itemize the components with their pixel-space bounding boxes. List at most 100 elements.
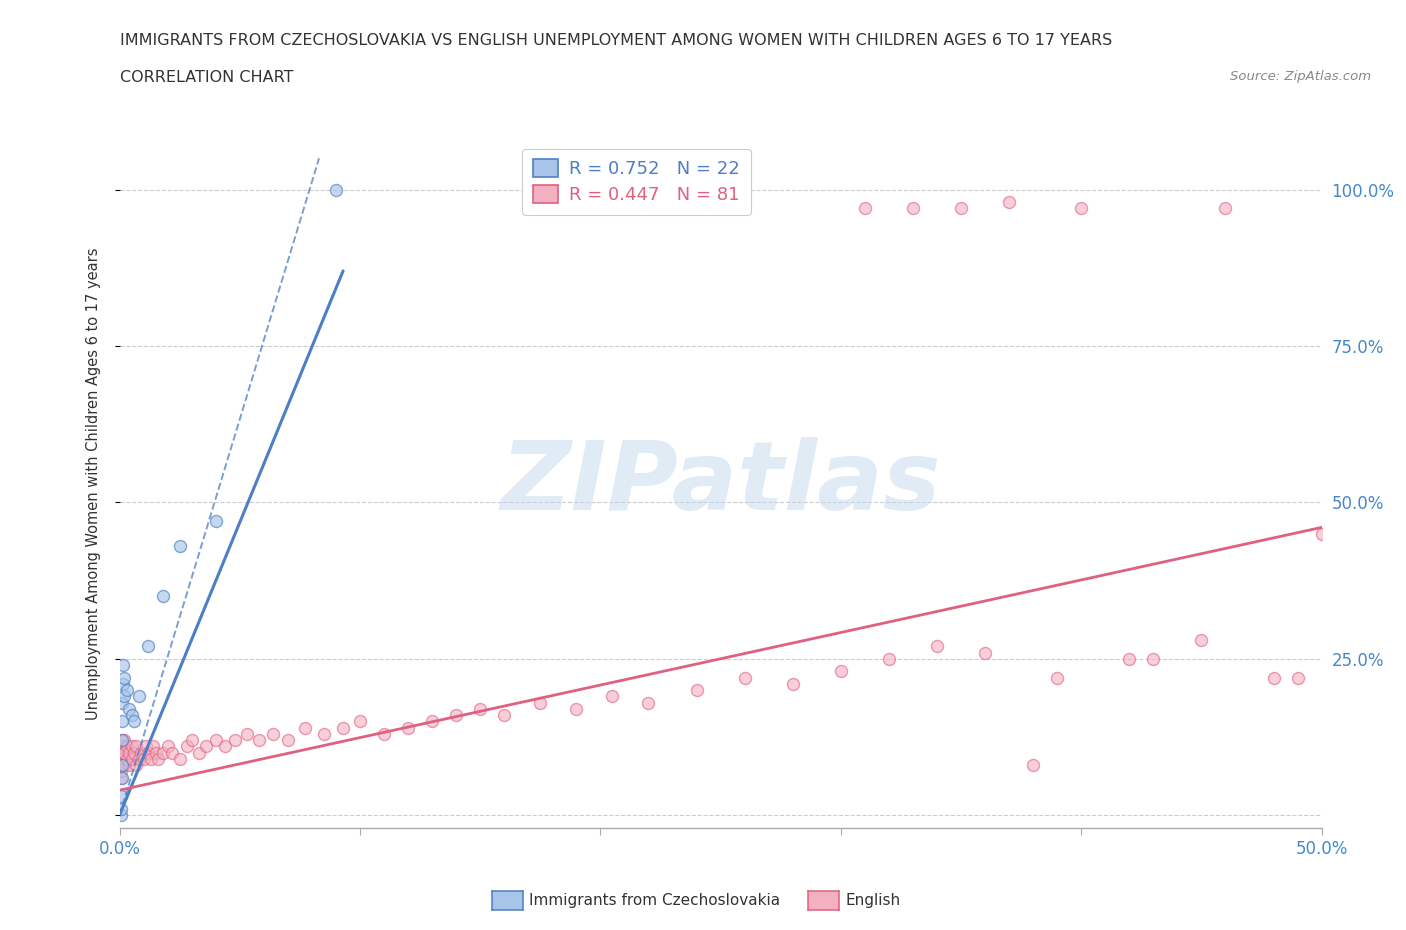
Point	[396, 720, 419, 735]
Point	[112, 745, 135, 760]
Point	[685, 683, 707, 698]
Point	[1070, 201, 1092, 216]
Text: ZIPatlas: ZIPatlas	[501, 437, 941, 530]
Point	[112, 758, 135, 773]
Point	[115, 739, 138, 754]
Point	[277, 733, 299, 748]
Point	[1263, 671, 1285, 685]
Point	[112, 733, 135, 748]
Point	[142, 739, 165, 754]
Point	[139, 751, 162, 766]
Point	[853, 201, 876, 216]
Point	[901, 201, 924, 216]
Point	[1022, 758, 1045, 773]
Point	[468, 701, 492, 716]
Point	[224, 733, 246, 748]
Point	[111, 676, 134, 691]
Point	[565, 701, 588, 716]
Point	[782, 676, 804, 691]
Point	[1118, 651, 1140, 666]
Point	[110, 789, 132, 804]
Y-axis label: Unemployment Among Women with Children Ages 6 to 17 years: Unemployment Among Women with Children A…	[86, 247, 101, 720]
Point	[877, 651, 900, 666]
Point	[112, 689, 135, 704]
Point	[494, 708, 516, 723]
Point	[1286, 671, 1309, 685]
Point	[122, 745, 145, 760]
Point	[110, 770, 132, 785]
Point	[1310, 526, 1333, 541]
Point	[156, 739, 179, 754]
Point	[112, 658, 135, 672]
Point	[420, 714, 443, 729]
Point	[128, 689, 150, 704]
Point	[204, 733, 226, 748]
Point	[112, 758, 135, 773]
Point	[637, 695, 659, 710]
Point	[332, 720, 354, 735]
Point	[176, 739, 198, 754]
Point	[162, 745, 184, 760]
Point	[111, 758, 134, 773]
Point	[734, 671, 756, 685]
Point	[138, 745, 160, 760]
Point	[312, 726, 335, 741]
Point	[529, 695, 551, 710]
Legend: R = 0.752   N = 22, R = 0.447   N = 81: R = 0.752 N = 22, R = 0.447 N = 81	[522, 149, 751, 215]
Point	[236, 726, 259, 741]
Point	[122, 714, 145, 729]
Point	[111, 758, 134, 773]
Point	[115, 683, 138, 698]
Point	[121, 739, 143, 754]
Point	[111, 745, 134, 760]
Point	[118, 758, 141, 773]
Point	[152, 589, 174, 604]
Point	[169, 538, 191, 553]
Point	[111, 695, 134, 710]
Point	[129, 745, 152, 760]
Point	[602, 689, 624, 704]
Point	[110, 808, 132, 823]
Point	[111, 770, 134, 785]
Point	[111, 714, 134, 729]
Text: Source: ZipAtlas.com: Source: ZipAtlas.com	[1230, 70, 1371, 83]
Point	[118, 701, 141, 716]
Point	[115, 751, 138, 766]
Point	[195, 739, 218, 754]
Point	[349, 714, 371, 729]
Point	[112, 671, 135, 685]
Point	[110, 751, 132, 766]
Point	[830, 664, 852, 679]
Point	[125, 758, 148, 773]
Point	[112, 745, 135, 760]
Point	[1189, 632, 1212, 647]
Point	[1142, 651, 1164, 666]
Text: English: English	[845, 893, 900, 908]
Point	[444, 708, 467, 723]
Point	[974, 645, 997, 660]
Point	[925, 639, 948, 654]
Point	[214, 739, 236, 754]
Point	[187, 745, 209, 760]
Point	[169, 751, 191, 766]
Point	[145, 745, 167, 760]
Point	[118, 745, 141, 760]
Point	[121, 708, 143, 723]
Point	[138, 639, 160, 654]
Point	[373, 726, 395, 741]
Point	[146, 751, 169, 766]
Point	[1046, 671, 1069, 685]
Text: CORRELATION CHART: CORRELATION CHART	[120, 70, 292, 85]
Point	[1215, 201, 1237, 216]
Point	[135, 739, 157, 754]
Point	[121, 751, 143, 766]
Point	[125, 739, 148, 754]
Point	[111, 739, 134, 754]
Point	[204, 513, 226, 528]
Point	[247, 733, 270, 748]
Point	[110, 802, 132, 817]
Point	[128, 751, 150, 766]
Point	[132, 751, 155, 766]
Text: Immigrants from Czechoslovakia: Immigrants from Czechoslovakia	[529, 893, 780, 908]
Point	[152, 745, 174, 760]
